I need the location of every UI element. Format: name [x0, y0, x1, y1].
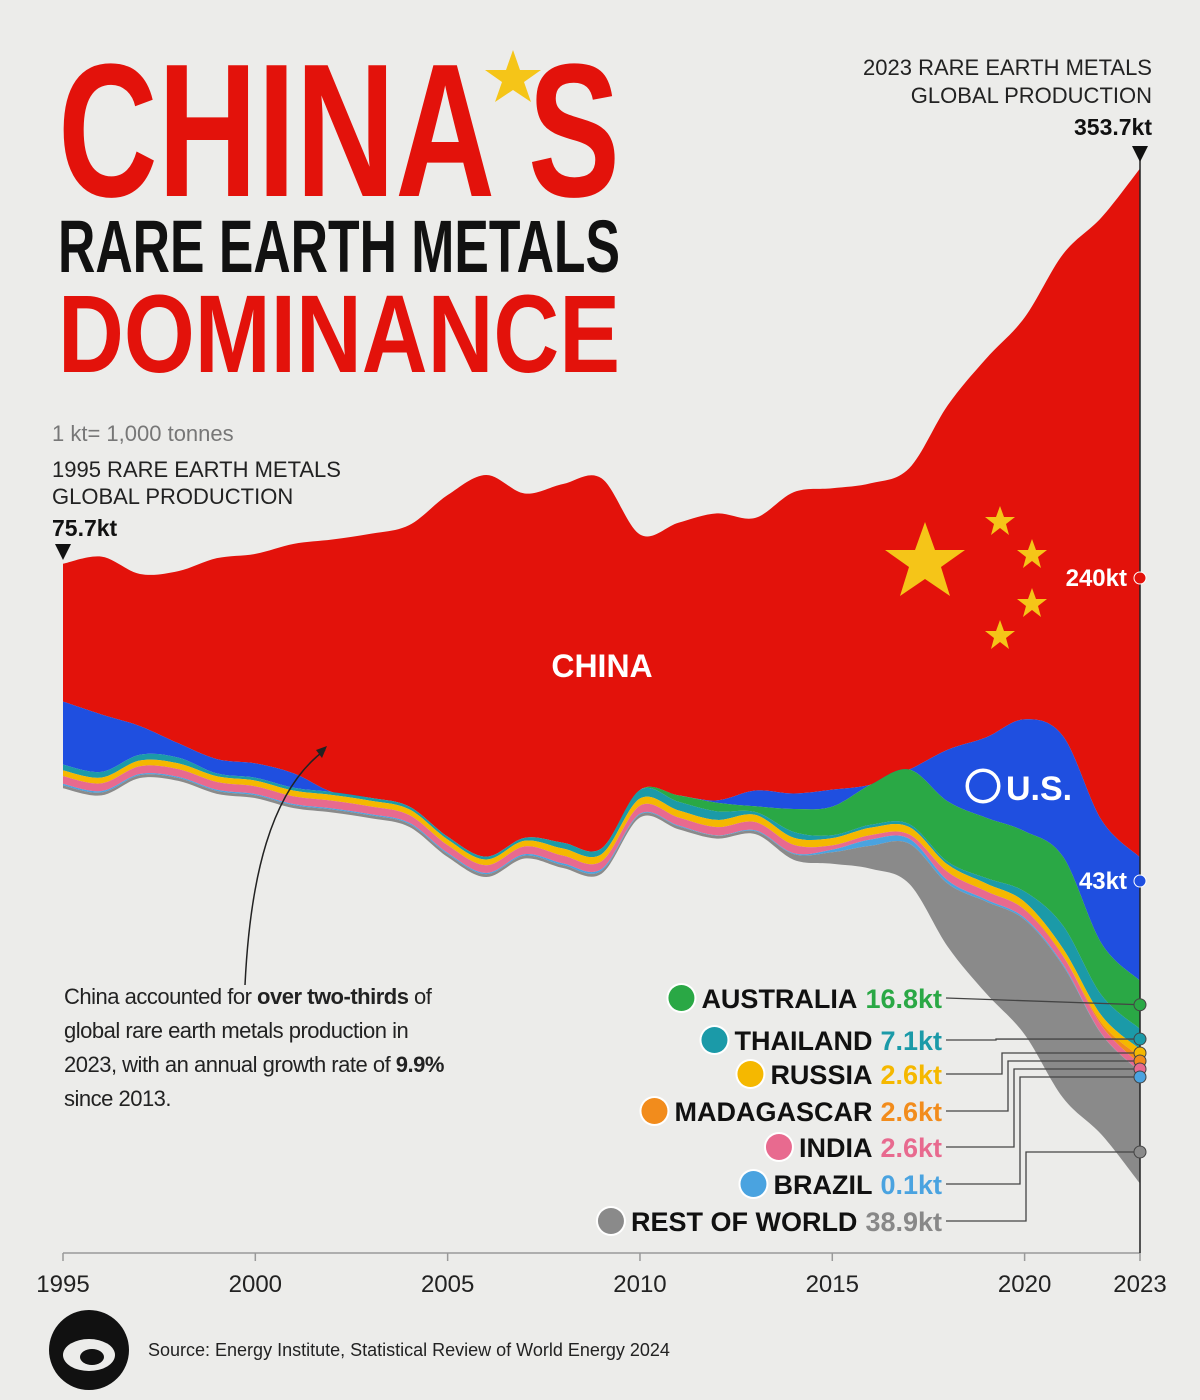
- source: Source: Energy Institute, Statistical Re…: [148, 1340, 670, 1360]
- legend-value: 2.6kt: [880, 1060, 942, 1090]
- note-bold: 9.9%: [395, 1052, 445, 1077]
- legend-name: AUSTRALIA: [701, 984, 857, 1014]
- end-dot: [1133, 1145, 1147, 1159]
- title-star: [485, 50, 541, 102]
- title: CHINA: [58, 25, 495, 237]
- value-label: 240kt: [1066, 565, 1127, 592]
- x-tick-label: 2010: [613, 1271, 666, 1298]
- start-label: 1995 RARE EARTH METALS: [52, 457, 341, 482]
- annotation-arrow: [244, 749, 326, 986]
- subtitle: DOMINANCE: [58, 273, 620, 396]
- leader-line: [946, 1068, 1140, 1148]
- start-total: 75.7kt: [52, 515, 118, 541]
- logo: [49, 1310, 129, 1390]
- note-text: China accounted for: [64, 984, 258, 1009]
- stream-layer: [63, 759, 1140, 1057]
- annotation-arrow-head: [316, 746, 327, 758]
- legend-value: 38.9kt: [865, 1207, 942, 1237]
- legend-value: 2.6kt: [880, 1133, 942, 1163]
- legend-name: BRAZIL: [773, 1170, 872, 1200]
- x-tick-label: 1995: [36, 1271, 89, 1298]
- legend-name: THAILAND: [734, 1026, 872, 1056]
- series-label: U.S.: [1006, 770, 1072, 808]
- x-tick-label: 2005: [421, 1271, 474, 1298]
- flag: [737, 1061, 764, 1087]
- total-marker: [1132, 146, 1148, 162]
- legend-value: 16.8kt: [865, 984, 942, 1014]
- note: China accounted for over two-thirds of g…: [64, 980, 464, 1116]
- note-text: since 2013.: [64, 1086, 172, 1111]
- stream-layers: [63, 168, 1140, 1184]
- end-total: 353.7kt: [1074, 114, 1152, 140]
- series-label: CHINA: [551, 648, 652, 684]
- legend-name: RUSSIA: [770, 1060, 872, 1090]
- stream-layer: [63, 753, 1140, 1029]
- total-marker: [55, 544, 71, 560]
- legend-value: 2.6kt: [880, 1097, 942, 1127]
- leader-line: [945, 997, 1141, 1006]
- leader-line: [946, 1060, 1140, 1112]
- end-dot: [1133, 571, 1147, 585]
- note-bold: over two-thirds: [257, 984, 409, 1009]
- title: S: [528, 25, 620, 237]
- leader-line: [946, 1052, 1140, 1075]
- value-label: 43kt: [1079, 868, 1127, 895]
- flag: [969, 772, 997, 800]
- unit-note: 1 kt= 1,000 tonnes: [52, 421, 234, 446]
- legend-name: MADAGASCAR: [674, 1097, 872, 1127]
- subtitle: RARE EARTH METALS: [58, 205, 620, 288]
- flag-stars: [885, 506, 1047, 649]
- stream-layer: [63, 701, 1140, 981]
- stream-layer: [63, 753, 1140, 1050]
- x-tick-label: 2000: [229, 1271, 282, 1298]
- legend-value: 0.1kt: [880, 1170, 942, 1200]
- leader-line: [946, 1076, 1140, 1185]
- flag: [597, 1208, 624, 1234]
- stream-layer: [63, 168, 1140, 858]
- x-tick-label: 2015: [806, 1271, 859, 1298]
- legend-name: REST OF WORLD: [631, 1207, 857, 1237]
- end-label: 2023 RARE EARTH METALS: [863, 55, 1152, 80]
- legend-name: INDIA: [799, 1133, 873, 1163]
- leader-line: [946, 1038, 1140, 1041]
- flag: [668, 985, 695, 1011]
- leader-line: [946, 1151, 1140, 1222]
- note-text: of global rare earth metals production i…: [64, 984, 432, 1077]
- start-label: GLOBAL PRODUCTION: [52, 484, 293, 509]
- end-dot: [1133, 998, 1147, 1012]
- end-dot: [1133, 874, 1147, 888]
- flag: [701, 1027, 728, 1053]
- end-dot: [1133, 1032, 1147, 1046]
- x-tick-label: 2020: [998, 1271, 1051, 1298]
- flag: [765, 1134, 792, 1160]
- flag: [641, 1098, 668, 1124]
- legend-value: 7.1kt: [880, 1026, 942, 1056]
- flag: [740, 1171, 767, 1197]
- end-dot: [1133, 1070, 1147, 1084]
- end-label: GLOBAL PRODUCTION: [911, 83, 1152, 108]
- x-tick-label: 2023: [1113, 1271, 1166, 1298]
